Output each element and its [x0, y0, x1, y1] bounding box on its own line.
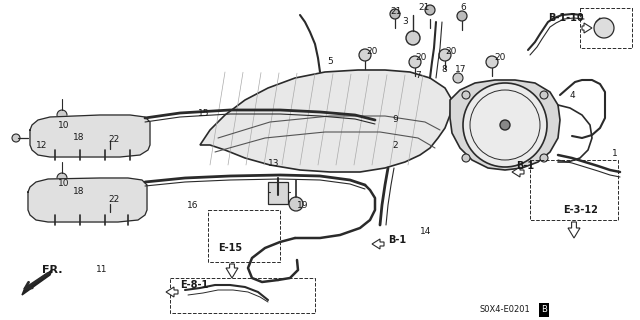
Circle shape: [50, 205, 60, 215]
Circle shape: [462, 91, 470, 99]
Text: 7: 7: [415, 71, 420, 81]
Text: B: B: [541, 306, 547, 315]
Text: 4: 4: [570, 91, 575, 100]
Text: 9: 9: [392, 116, 397, 124]
Polygon shape: [28, 178, 147, 222]
Polygon shape: [22, 270, 52, 295]
Circle shape: [57, 173, 67, 183]
Text: E-8-1: E-8-1: [180, 280, 208, 290]
Bar: [208, 210, 280, 262]
Text: 1: 1: [612, 149, 618, 158]
Circle shape: [106, 133, 114, 141]
Text: 5: 5: [327, 58, 333, 67]
Circle shape: [409, 56, 421, 68]
Circle shape: [425, 5, 435, 15]
FancyArrow shape: [166, 287, 178, 297]
Circle shape: [500, 120, 510, 130]
Polygon shape: [30, 115, 150, 157]
Text: FR.: FR.: [42, 265, 63, 275]
Text: 20: 20: [366, 47, 378, 57]
Circle shape: [123, 205, 133, 215]
Text: 3: 3: [402, 18, 408, 27]
Text: S0X4-E0201: S0X4-E0201: [480, 306, 531, 315]
Text: B-1: B-1: [516, 161, 534, 171]
Circle shape: [540, 154, 548, 162]
Circle shape: [100, 140, 110, 150]
Circle shape: [453, 73, 463, 83]
Bar: [170, 278, 315, 313]
Text: 22: 22: [108, 196, 119, 204]
Circle shape: [390, 9, 400, 19]
FancyArrow shape: [372, 239, 384, 249]
Circle shape: [100, 205, 110, 215]
Circle shape: [125, 140, 135, 150]
Text: 18: 18: [73, 132, 84, 141]
Circle shape: [439, 49, 451, 61]
Text: E-3-12: E-3-12: [563, 205, 598, 215]
Text: 11: 11: [96, 266, 108, 275]
FancyArrow shape: [568, 222, 580, 238]
Text: 20: 20: [494, 53, 506, 62]
Circle shape: [406, 31, 420, 45]
Bar: [580, 8, 632, 48]
Text: 8: 8: [441, 66, 447, 75]
Circle shape: [359, 49, 371, 61]
Text: 13: 13: [268, 158, 280, 167]
Text: 10: 10: [58, 179, 70, 188]
Text: 14: 14: [420, 228, 431, 236]
Text: 16: 16: [187, 201, 198, 210]
Text: 12: 12: [36, 140, 47, 149]
Text: 18: 18: [73, 188, 84, 196]
Text: B-1: B-1: [388, 235, 406, 245]
PathPatch shape: [450, 80, 560, 170]
Bar: [268, 182, 288, 204]
Text: 21: 21: [390, 7, 401, 17]
Circle shape: [463, 83, 547, 167]
FancyArrow shape: [512, 167, 524, 177]
PathPatch shape: [200, 70, 452, 172]
Circle shape: [462, 154, 470, 162]
Circle shape: [457, 11, 467, 21]
Text: 19: 19: [297, 201, 308, 210]
FancyArrow shape: [582, 23, 592, 33]
Circle shape: [12, 134, 20, 142]
Text: 10: 10: [58, 122, 70, 131]
Circle shape: [486, 56, 498, 68]
Bar: [530, 160, 618, 220]
Text: E-15: E-15: [218, 243, 242, 253]
Circle shape: [71, 191, 79, 199]
Text: 6: 6: [460, 4, 466, 12]
Text: 15: 15: [198, 108, 209, 117]
Text: 21: 21: [418, 4, 429, 12]
FancyArrow shape: [226, 264, 238, 278]
Circle shape: [71, 128, 79, 136]
Circle shape: [50, 140, 60, 150]
Text: 20: 20: [415, 53, 426, 62]
Text: B-1-10: B-1-10: [548, 13, 584, 23]
Text: 20: 20: [445, 47, 456, 57]
Circle shape: [540, 91, 548, 99]
Circle shape: [289, 197, 303, 211]
Text: 22: 22: [108, 135, 119, 145]
Text: 2: 2: [392, 140, 397, 149]
Circle shape: [75, 205, 85, 215]
Text: 17: 17: [455, 66, 467, 75]
Circle shape: [75, 140, 85, 150]
Circle shape: [106, 196, 114, 204]
Circle shape: [594, 18, 614, 38]
Circle shape: [57, 110, 67, 120]
